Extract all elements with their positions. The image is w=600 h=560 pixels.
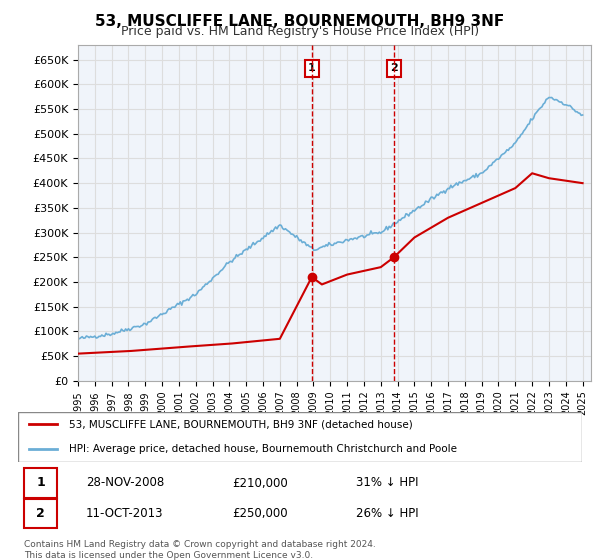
Text: £250,000: £250,000 <box>232 507 288 520</box>
Text: 53, MUSCLIFFE LANE, BOURNEMOUTH, BH9 3NF: 53, MUSCLIFFE LANE, BOURNEMOUTH, BH9 3NF <box>95 14 505 29</box>
FancyBboxPatch shape <box>23 468 58 498</box>
Text: HPI: Average price, detached house, Bournemouth Christchurch and Poole: HPI: Average price, detached house, Bour… <box>69 445 457 454</box>
Text: 28-NOV-2008: 28-NOV-2008 <box>86 477 164 489</box>
Text: 2: 2 <box>390 63 398 73</box>
FancyBboxPatch shape <box>23 500 58 529</box>
Text: 53, MUSCLIFFE LANE, BOURNEMOUTH, BH9 3NF (detached house): 53, MUSCLIFFE LANE, BOURNEMOUTH, BH9 3NF… <box>69 419 413 429</box>
Text: 31% ↓ HPI: 31% ↓ HPI <box>356 477 419 489</box>
Text: 26% ↓ HPI: 26% ↓ HPI <box>356 507 419 520</box>
FancyBboxPatch shape <box>18 412 582 462</box>
Text: Price paid vs. HM Land Registry's House Price Index (HPI): Price paid vs. HM Land Registry's House … <box>121 25 479 38</box>
Text: 11-OCT-2013: 11-OCT-2013 <box>86 507 163 520</box>
Text: 1: 1 <box>36 477 45 489</box>
Text: 1: 1 <box>308 63 316 73</box>
Text: 2: 2 <box>36 507 45 520</box>
Text: £210,000: £210,000 <box>232 477 288 489</box>
Text: Contains HM Land Registry data © Crown copyright and database right 2024.
This d: Contains HM Land Registry data © Crown c… <box>24 540 376 560</box>
